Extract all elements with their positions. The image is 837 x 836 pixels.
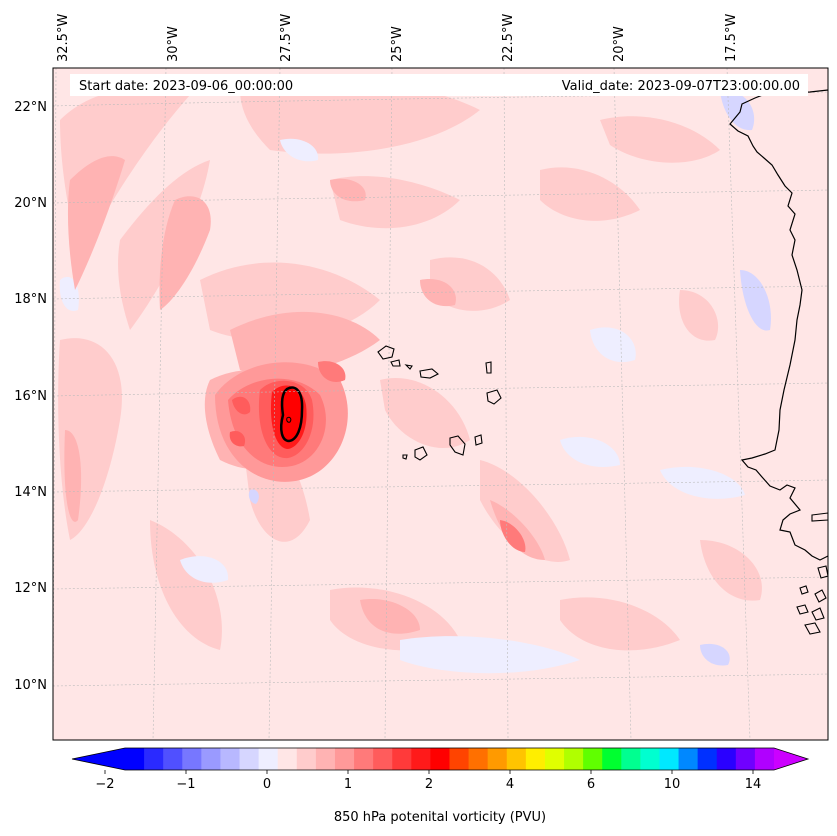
africa-coastline (729, 89, 828, 561)
header-band (70, 74, 808, 96)
colorbar-tick-label: 1 (344, 777, 352, 792)
colorbar-cell (201, 748, 222, 770)
coastal-islands (796, 512, 828, 635)
lon-tick: 30°W (166, 26, 181, 62)
lat-tick: 10°N (14, 678, 47, 693)
colorbar-cell (735, 748, 756, 770)
colorbar-cell (468, 748, 489, 770)
colorbar-under-arrow (72, 748, 125, 770)
colorbar-cell (392, 748, 412, 770)
lat-tick: 22°N (14, 100, 47, 115)
lon-tick: 22.5°W (501, 14, 516, 62)
colorbar-cell (754, 748, 775, 770)
colorbar-cell (220, 748, 241, 770)
pv-weak-negative-areas (59, 138, 745, 674)
colorbar-cell (277, 748, 298, 770)
colorbar-cell (354, 748, 374, 770)
longitude-ticks: 32.5°W 30°W 27.5°W 25°W 22.5°W 20°W 17.5… (56, 14, 739, 62)
latitude-ticks: 22°N 20°N 18°N 16°N 14°N 12°N 10°N (14, 100, 47, 693)
colorbar-cell (716, 748, 737, 770)
colorbar-cell (583, 748, 603, 770)
colorbar-tick-label: 0 (263, 777, 271, 792)
colorbar-tick-label: 6 (587, 777, 595, 792)
colorbar-cell (239, 748, 260, 770)
valid-date-label: Valid_date: 2023-09-07T23:00:00.00 (562, 79, 800, 94)
lat-tick: 18°N (14, 292, 47, 307)
colorbar-cell (544, 748, 565, 770)
map-frame (52, 67, 829, 741)
colorbar-cell (334, 748, 355, 770)
start-date-label: Start date: 2023-09-06_00:00:00 (79, 79, 293, 94)
colorbar-cell (697, 748, 718, 770)
colorbar-cell (640, 748, 661, 770)
colorbar-cell (373, 748, 393, 770)
colorbar: −2 −1 0 1 2 4 6 10 14 850 hPa potenital vorticit… (71, 747, 810, 825)
lon-tick: 20°W (612, 26, 627, 62)
lat-tick: 14°N (14, 485, 47, 500)
pv-field: Start date: 2023-09-06_00:00:00 Valid_da… (53, 68, 828, 740)
colorbar-cell (678, 748, 699, 770)
lon-tick: 27.5°W (279, 14, 294, 62)
lon-tick: 25°W (390, 26, 405, 62)
vortex-contour (280, 386, 304, 443)
pv-negative-areas (248, 89, 771, 666)
vortex-inner-contour (286, 416, 292, 423)
colorbar-cell (430, 748, 451, 770)
lon-tick: 32.5°W (56, 14, 71, 62)
colorbar-cell (258, 748, 279, 770)
colorbar-cell (449, 748, 470, 770)
colorbar-title: 850 hPa potenital vorticity (PVU) (334, 810, 546, 825)
colorbar-cell (144, 748, 164, 770)
colorbar-cell (621, 748, 641, 770)
colorbar-cell (125, 748, 145, 770)
colorbar-cell (525, 748, 546, 770)
colorbar-tick-label: 4 (506, 777, 514, 792)
colorbar-tick-label: 10 (664, 777, 681, 792)
colorbar-cell (411, 748, 432, 770)
colorbar-cell (315, 748, 336, 770)
colorbar-cell (182, 748, 202, 770)
colorbar-cells (125, 748, 775, 770)
lat-tick: 16°N (14, 389, 47, 404)
colorbar-over-arrow (774, 748, 808, 770)
colorbar-tick-label: 2 (425, 777, 433, 792)
colorbar-tick-label: −1 (176, 777, 195, 792)
lat-tick: 12°N (14, 581, 47, 596)
colorbar-ticks: −2 −1 0 1 2 4 6 10 14 (95, 770, 761, 792)
lat-tick: 20°N (14, 196, 47, 211)
colorbar-tick-label: −2 (95, 777, 114, 792)
lon-tick: 17.5°W (724, 14, 739, 62)
graticule (53, 68, 828, 740)
colorbar-cell (506, 748, 527, 770)
colorbar-cell (487, 748, 508, 770)
cape-verde-islands (377, 345, 502, 461)
colorbar-cell (163, 748, 183, 770)
colorbar-cell (296, 748, 317, 770)
colorbar-outline (71, 747, 810, 771)
colorbar-cell (659, 748, 680, 770)
colorbar-cell (564, 748, 584, 770)
colorbar-tick-label: 14 (745, 777, 762, 792)
colorbar-cell (602, 748, 622, 770)
